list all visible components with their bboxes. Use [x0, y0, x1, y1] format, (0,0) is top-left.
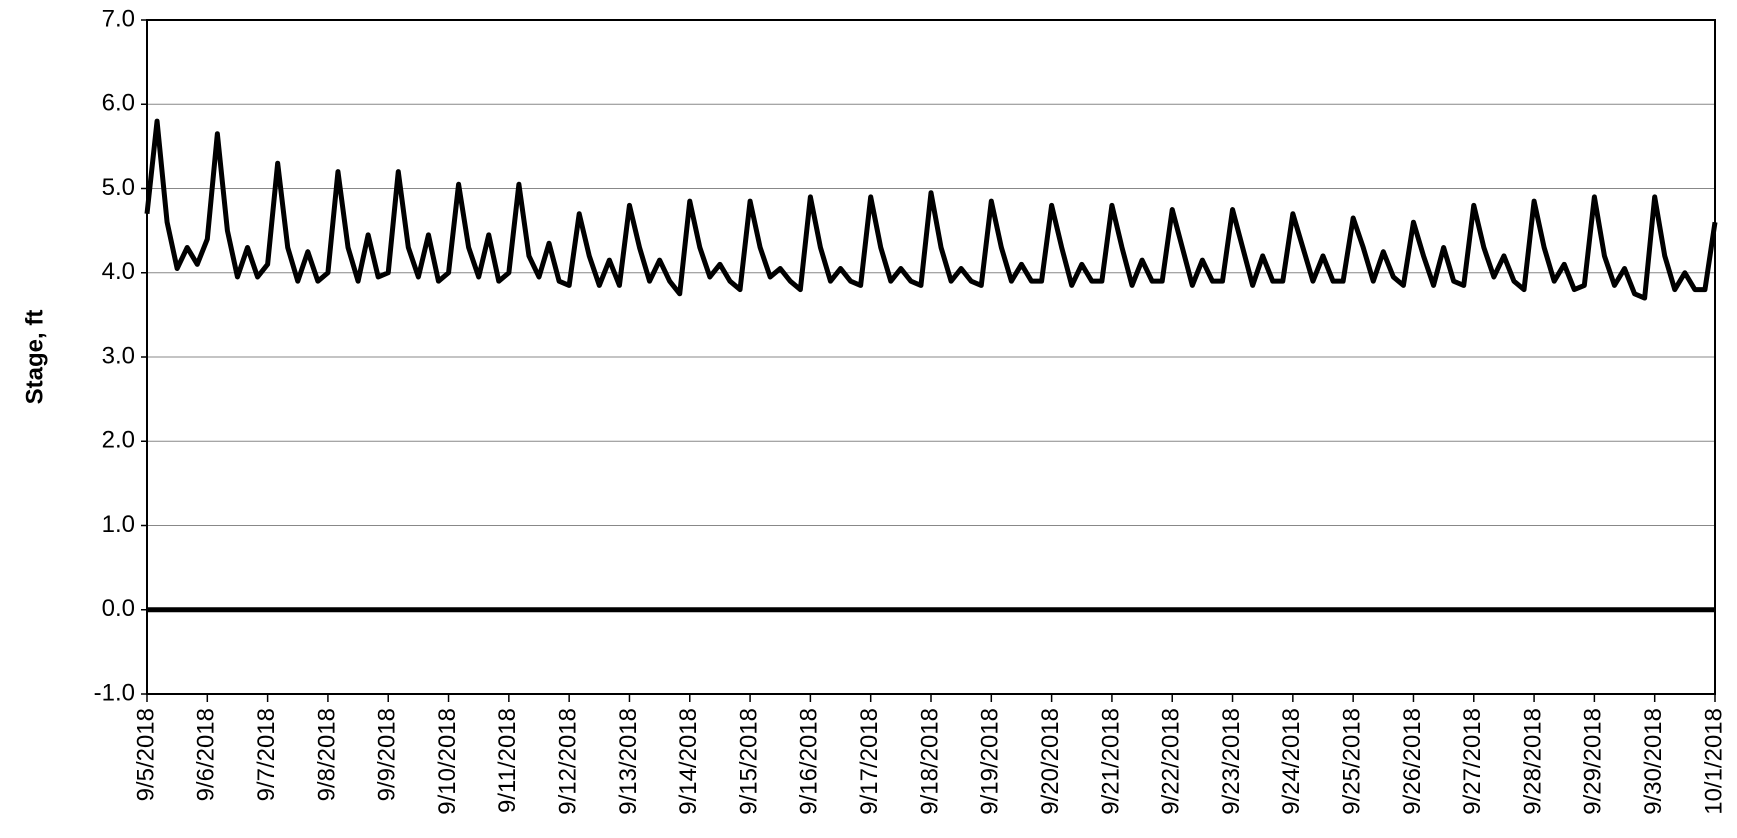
- x-tick-label: 9/13/2018: [615, 708, 642, 815]
- x-tick-label: 9/22/2018: [1158, 708, 1185, 815]
- x-tick-label: 9/26/2018: [1399, 708, 1426, 815]
- x-tick-label: 9/9/2018: [374, 708, 401, 801]
- data-line: [144, 118, 1718, 301]
- y-tick-label: 3.0: [102, 342, 135, 369]
- x-tick-label: 9/10/2018: [434, 708, 461, 815]
- x-tick-label: 9/29/2018: [1580, 708, 1607, 815]
- x-tick-label: 9/12/2018: [554, 708, 581, 815]
- y-tick-label: 6.0: [102, 90, 135, 117]
- y-tick-label: 4.0: [102, 258, 135, 285]
- x-tick-label: 9/27/2018: [1459, 708, 1486, 815]
- x-tick-label: 9/19/2018: [977, 708, 1004, 815]
- y-tick-label: -1.0: [94, 679, 135, 706]
- x-tick-label: 9/11/2018: [494, 708, 521, 813]
- x-tick-label: 9/17/2018: [856, 708, 883, 815]
- y-axis-label: Stage, ft: [21, 310, 48, 405]
- y-tick-label: 7.0: [102, 5, 135, 32]
- x-tick-label: 9/25/2018: [1338, 708, 1365, 815]
- x-tick-label: 9/16/2018: [796, 708, 823, 815]
- x-tick-label: 9/21/2018: [1097, 708, 1124, 815]
- x-tick-label: 9/5/2018: [132, 708, 159, 801]
- x-tick-label: 9/14/2018: [675, 708, 702, 815]
- x-tick-label: 9/15/2018: [735, 708, 762, 815]
- x-tick-label: 9/6/2018: [193, 708, 220, 801]
- x-tick-label: 10/1/2018: [1700, 708, 1727, 815]
- x-tick-label: 9/28/2018: [1519, 708, 1546, 815]
- y-tick-label: 5.0: [102, 174, 135, 201]
- y-tick-label: 0.0: [102, 595, 135, 622]
- y-tick-label: 1.0: [102, 511, 135, 538]
- x-tick-label: 9/24/2018: [1278, 708, 1305, 815]
- x-tick-label: 9/20/2018: [1037, 708, 1064, 815]
- y-tick-label: 2.0: [102, 427, 135, 454]
- x-tick-label: 9/23/2018: [1218, 708, 1245, 815]
- x-tick-label: 9/30/2018: [1640, 708, 1667, 815]
- x-tick-label: 9/7/2018: [253, 708, 280, 801]
- x-tick-label: 9/8/2018: [313, 708, 340, 801]
- x-tick-label: 9/18/2018: [916, 708, 943, 815]
